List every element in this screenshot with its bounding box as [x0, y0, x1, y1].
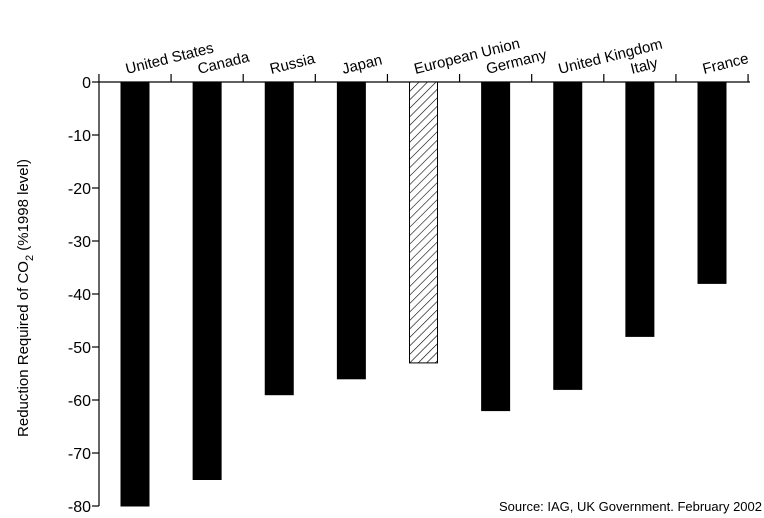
bar-canada: [192, 81, 222, 480]
y-tick-label: -50: [68, 340, 91, 357]
y-axis: 0 -10 -20 -30 -40 -50 -60 -70 -80: [68, 75, 100, 516]
y-tick-label: -80: [68, 499, 91, 516]
y-axis-label: Reduction Required of CO2 (%1998 level): [15, 159, 36, 437]
y-tick-label: -30: [68, 234, 91, 251]
source-annotation: Source: IAG, UK Government. February 200…: [499, 499, 762, 514]
y-tick-label: 0: [82, 75, 91, 92]
bar-japan: [336, 81, 366, 380]
y-tick-label: -60: [68, 393, 91, 410]
bars-group: [120, 81, 727, 507]
bar-russia: [264, 81, 294, 396]
category-label: Italy: [629, 55, 660, 78]
bar-united-kingdom: [553, 81, 583, 390]
y-tick-label: -20: [68, 181, 91, 198]
y-tick-label: -10: [68, 128, 91, 145]
y-tick-label: -40: [68, 287, 91, 304]
category-label: France: [701, 50, 750, 78]
category-label: Japan: [340, 51, 384, 77]
category-label: Russia: [268, 50, 317, 78]
y-tick-label: -70: [68, 446, 91, 463]
bar-france: [697, 81, 727, 284]
bar-italy: [625, 81, 655, 337]
bar-germany: [481, 81, 511, 412]
bar-european-union: [409, 81, 438, 364]
bar-united-states: [120, 81, 150, 507]
